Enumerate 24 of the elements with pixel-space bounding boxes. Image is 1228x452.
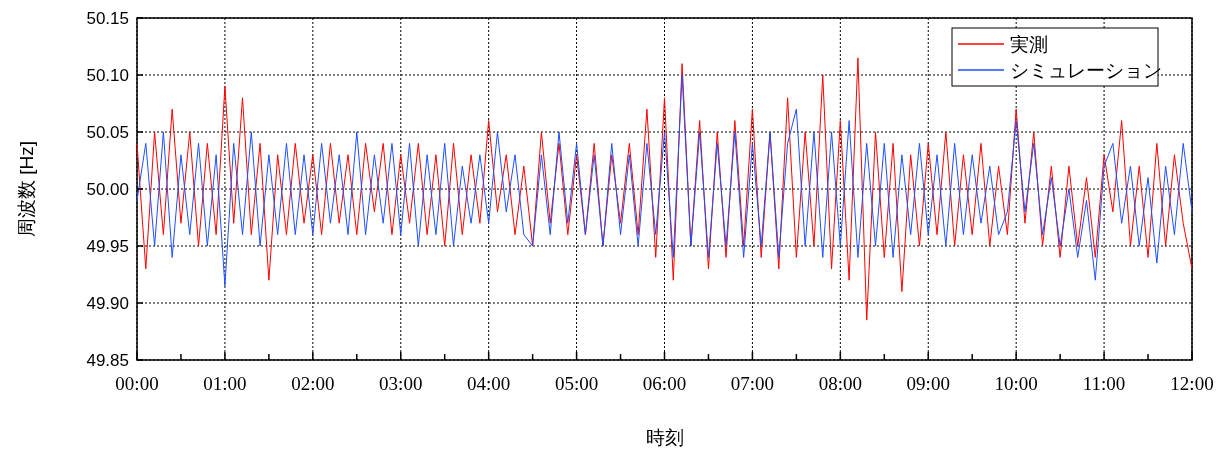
x-tick-label: 00:00 (115, 373, 159, 394)
x-tick-label: 02:00 (291, 373, 335, 394)
x-tick-label: 06:00 (642, 373, 687, 394)
y-tick-label: 50.15 (86, 9, 129, 28)
x-tick-label: 12:00 (1170, 373, 1214, 394)
legend-label: 実測 (1010, 34, 1048, 55)
x-tick-label: 07:00 (730, 373, 775, 394)
x-tick-label: 01:00 (203, 373, 247, 394)
x-tick-label: 05:00 (554, 373, 599, 394)
x-axis-title: 時刻 (645, 427, 684, 448)
x-tick-label: 03:00 (379, 373, 423, 394)
x-tick-label: 04:00 (467, 373, 511, 394)
x-tick-label: 09:00 (906, 373, 950, 394)
y-tick-label: 50.00 (86, 180, 129, 199)
x-tick-label: 11:00 (1082, 373, 1126, 394)
legend-label: シミュレーション (1010, 60, 1162, 81)
y-tick-label: 50.05 (86, 123, 129, 142)
y-tick-label: 49.85 (86, 351, 129, 370)
x-tick-label: 08:00 (818, 373, 862, 394)
y-tick-label: 50.10 (86, 66, 129, 85)
y-tick-label: 49.90 (86, 294, 129, 313)
y-tick-label: 49.95 (86, 237, 129, 256)
x-tick-label: 10:00 (994, 373, 1038, 394)
y-axis-title: 周波数 [Hz] (16, 140, 37, 238)
